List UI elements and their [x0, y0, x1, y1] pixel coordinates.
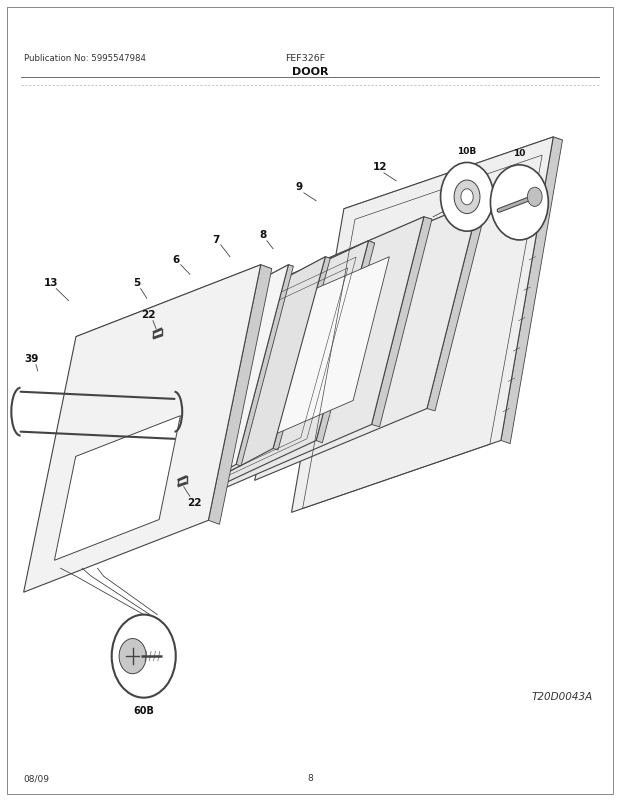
Text: 6: 6	[173, 255, 180, 265]
Polygon shape	[307, 201, 487, 276]
Text: Publication No: 5995547984: Publication No: 5995547984	[24, 54, 146, 63]
Polygon shape	[224, 257, 389, 457]
Polygon shape	[76, 265, 272, 341]
Text: T20D0043A: T20D0043A	[532, 691, 593, 701]
Polygon shape	[258, 217, 432, 292]
Text: FEF326F: FEF326F	[285, 54, 326, 63]
Text: 39: 39	[24, 354, 39, 364]
Text: 5: 5	[133, 278, 140, 288]
Polygon shape	[344, 138, 562, 213]
Circle shape	[119, 638, 146, 674]
Polygon shape	[100, 265, 288, 537]
Polygon shape	[205, 217, 424, 496]
Polygon shape	[162, 241, 368, 512]
Polygon shape	[215, 241, 374, 316]
Polygon shape	[501, 138, 562, 444]
Text: 12: 12	[373, 162, 387, 172]
Polygon shape	[236, 265, 293, 467]
Text: 8: 8	[259, 230, 266, 240]
Circle shape	[441, 164, 494, 232]
Circle shape	[490, 166, 548, 241]
Polygon shape	[316, 241, 374, 444]
Text: 22: 22	[141, 310, 155, 320]
Text: 7: 7	[213, 235, 220, 245]
Circle shape	[112, 615, 175, 698]
Polygon shape	[138, 257, 326, 520]
Text: 8: 8	[307, 773, 313, 782]
Circle shape	[454, 180, 480, 214]
Circle shape	[461, 189, 473, 205]
Polygon shape	[190, 257, 330, 330]
Text: 10B: 10B	[458, 147, 477, 156]
Polygon shape	[273, 257, 330, 451]
Text: 13: 13	[44, 278, 59, 288]
Text: 08/09: 08/09	[24, 773, 50, 782]
Polygon shape	[24, 265, 261, 593]
Polygon shape	[55, 416, 180, 561]
Polygon shape	[208, 265, 272, 525]
Polygon shape	[371, 217, 432, 427]
Text: 10: 10	[513, 149, 526, 158]
Polygon shape	[291, 138, 553, 512]
Polygon shape	[427, 201, 487, 411]
Text: DOOR: DOOR	[292, 67, 328, 76]
Polygon shape	[255, 201, 479, 480]
Text: 22: 22	[188, 497, 202, 508]
Polygon shape	[153, 265, 293, 338]
Text: eReplacementParts.com: eReplacementParts.com	[188, 411, 333, 423]
Text: 9: 9	[296, 182, 303, 192]
Text: 60B: 60B	[133, 705, 154, 715]
Circle shape	[528, 188, 542, 207]
